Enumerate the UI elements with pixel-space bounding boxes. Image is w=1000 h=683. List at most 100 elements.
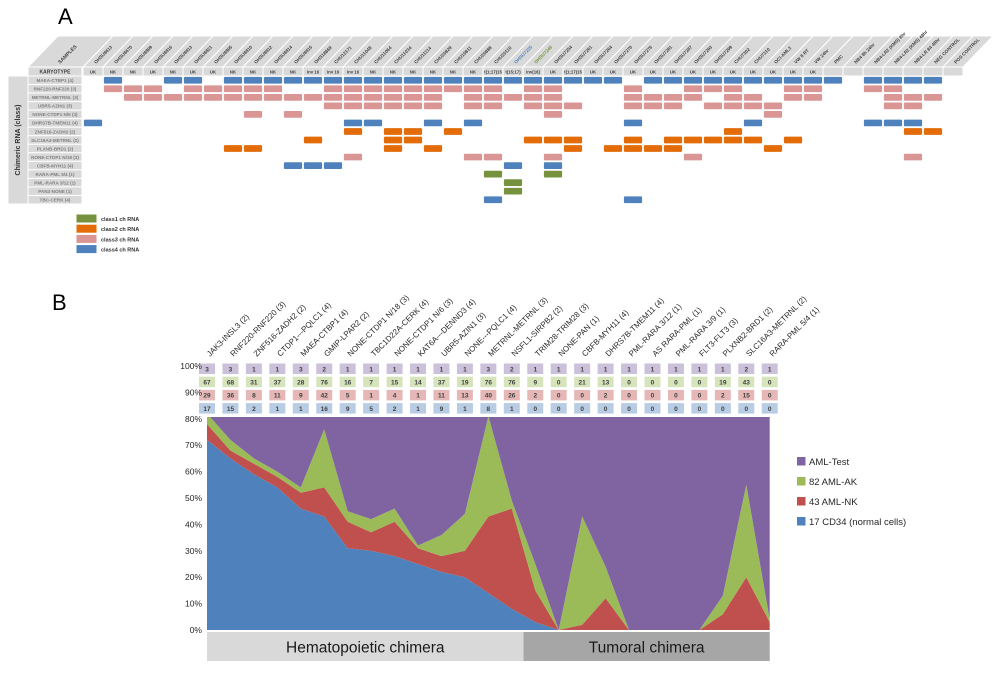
row-label: RARA-PML 5/4 (1) xyxy=(36,172,75,177)
karyotype-value: UK xyxy=(650,69,657,74)
count-value: 76 xyxy=(321,380,329,387)
heatmap-cell xyxy=(423,84,443,93)
heatmap-cell xyxy=(523,101,543,111)
heatmap-cell xyxy=(503,93,523,102)
row-label: CBFB-MYH11 (4) xyxy=(37,163,74,168)
count-cell-aml-ak xyxy=(198,375,216,389)
count-value: 0 xyxy=(651,406,655,413)
heatmap-cell xyxy=(603,76,623,85)
count-value: 1 xyxy=(346,366,350,373)
heatmap-cell xyxy=(423,76,443,85)
y-tick-label: 40% xyxy=(185,519,202,529)
count-value: 3 xyxy=(487,366,491,373)
count-cell-cd34 xyxy=(455,402,474,415)
count-value: 0 xyxy=(627,380,631,387)
panel-b-label: B xyxy=(52,290,67,315)
count-value: 0 xyxy=(674,406,678,413)
count-cell-aml-test xyxy=(409,362,428,375)
area-series-43-aml-nk xyxy=(207,424,770,630)
area-series-aml-test xyxy=(207,366,770,630)
karyotype-cell xyxy=(822,66,844,77)
count-cell-cd34 xyxy=(409,402,428,415)
heatmap-cell xyxy=(263,84,283,93)
karyotype-value: NK xyxy=(230,69,237,74)
count-value: 13 xyxy=(602,380,610,387)
karyotype-value: inv 16 xyxy=(307,69,320,74)
heatmap-cell xyxy=(363,93,383,102)
heatmap-cell xyxy=(623,101,643,111)
count-value: 21 xyxy=(579,380,587,387)
count-cell-aml-ak xyxy=(666,375,685,389)
count-cell-aml-test xyxy=(666,362,685,375)
count-cell-cd34 xyxy=(713,402,732,415)
heatmap-cell xyxy=(543,76,563,85)
heatmap-cell xyxy=(863,84,883,93)
count-value: 1 xyxy=(369,366,373,373)
count-value: 37 xyxy=(438,380,446,387)
count-value: 3 xyxy=(205,366,209,373)
heatmap-cell xyxy=(103,84,123,93)
heatmap-cell xyxy=(723,135,743,145)
count-value: 0 xyxy=(627,406,631,413)
count-value: 19 xyxy=(719,380,727,387)
count-cell-aml-test xyxy=(760,362,779,375)
heatmap-cell xyxy=(183,84,203,93)
count-value: 36 xyxy=(227,393,235,400)
area-series-82-aml-ak xyxy=(207,413,770,630)
group-band-label: Tumoral chimera xyxy=(589,640,705,657)
count-cell-aml-nk xyxy=(268,388,287,402)
count-cell-aml-ak xyxy=(315,375,334,389)
count-cell-aml-nk xyxy=(596,388,615,402)
heatmap-cell xyxy=(663,101,683,111)
count-value: 0 xyxy=(627,393,631,400)
heatmap-cell xyxy=(563,135,583,145)
heatmap-cell xyxy=(623,195,643,204)
count-value: 1 xyxy=(533,366,537,373)
heatmap-cell xyxy=(383,76,403,85)
heatmap-cell xyxy=(283,161,303,170)
karyotype-cell xyxy=(882,66,904,77)
heatmap-cell xyxy=(503,187,523,196)
heatmap-cell xyxy=(243,144,263,153)
heatmap-cell xyxy=(363,118,383,128)
count-cell-aml-test xyxy=(221,362,240,375)
count-value: 19 xyxy=(461,380,469,387)
karyotype-value: NK xyxy=(430,69,437,74)
heatmap-cell xyxy=(623,135,643,145)
count-cell-aml-nk xyxy=(198,388,216,402)
count-cell-aml-nk xyxy=(432,388,451,402)
heatmap-cell xyxy=(223,76,243,85)
count-cell-aml-test xyxy=(291,362,310,375)
count-cell-aml-ak xyxy=(573,375,592,389)
count-value: 1 xyxy=(604,366,608,373)
row-label: MAEA-CTBP1 (4) xyxy=(36,78,73,83)
heatmap-cell xyxy=(443,76,463,85)
count-cell-aml-ak xyxy=(409,375,428,389)
count-cell-aml-nk xyxy=(713,388,732,402)
heatmap-cell xyxy=(343,93,363,102)
count-value: 1 xyxy=(276,366,280,373)
count-cell-aml-test xyxy=(690,362,709,375)
heatmap-cell xyxy=(183,76,203,85)
karyotype-value: UK xyxy=(630,69,637,74)
y-tick-label: 0% xyxy=(190,625,203,635)
count-value: 0 xyxy=(557,393,561,400)
karyotype-value: NK xyxy=(410,69,417,74)
count-value: 8 xyxy=(487,406,491,413)
heatmap-cell xyxy=(483,84,503,93)
count-cell-aml-test xyxy=(502,362,521,375)
heatmap-cell xyxy=(303,161,323,170)
karyotype-value: UK xyxy=(550,69,557,74)
heatmap-cell xyxy=(903,152,923,162)
group-band xyxy=(523,632,770,661)
count-value: 1 xyxy=(510,406,514,413)
count-value: 0 xyxy=(580,406,584,413)
heatmap-cell xyxy=(283,110,303,119)
y-tick-label: 50% xyxy=(185,493,202,503)
heatmap-cell xyxy=(883,76,903,85)
count-value: 40 xyxy=(485,393,493,400)
heatmap-cell xyxy=(523,135,543,145)
heatmap-cell xyxy=(643,101,663,111)
group-band xyxy=(207,632,524,661)
